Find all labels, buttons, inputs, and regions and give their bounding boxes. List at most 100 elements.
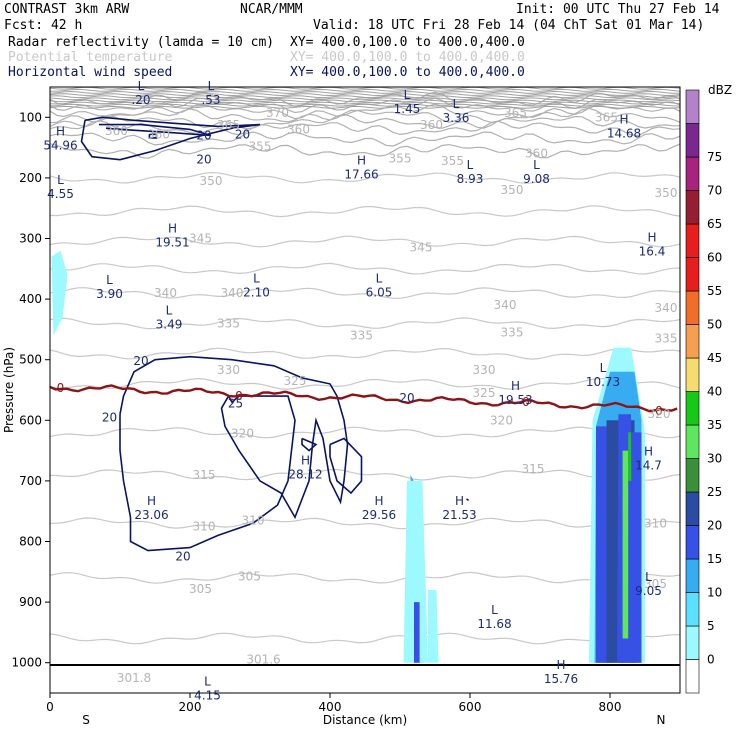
colorbar-cell — [685, 156, 700, 191]
extremum-type: L — [600, 361, 607, 375]
field-reflectivity-xy: XY= 400.0,100.0 to 400.0,400.0 — [290, 35, 525, 50]
theta-isoline-upper — [50, 103, 680, 107]
extremum-value: 1.45 — [394, 102, 421, 116]
extremum-value: 21.53 — [442, 508, 476, 522]
extremum-L: L2.10 — [243, 272, 270, 300]
extremum-type: L — [208, 79, 215, 93]
extremum-type: L — [166, 303, 173, 317]
south-end-label: S — [82, 713, 90, 727]
theta-label: 310 — [242, 513, 265, 527]
wind-label: 20 — [196, 153, 211, 167]
y-tick-label: 100 — [19, 110, 42, 124]
extremum-value: 10.73 — [586, 375, 620, 389]
init-time: Init: 00 UTC Thu 27 Feb 14 — [516, 2, 720, 17]
colorbar-level-label: 30 — [707, 452, 722, 466]
theta-label: 320 — [231, 427, 254, 441]
x-tick-label: 200 — [179, 700, 202, 714]
theta-isoline — [50, 632, 680, 645]
colorbar-level-label: 10 — [707, 586, 722, 600]
theta-isoline — [50, 262, 680, 275]
theta-label: 360 — [525, 147, 548, 161]
colorbar-cell — [685, 290, 700, 325]
colorbar-cell — [685, 659, 700, 694]
extremum-type: H — [168, 221, 177, 235]
extremum-L: L1.45 — [394, 88, 421, 116]
extremum-value: 9.05 — [635, 584, 662, 598]
colorbar-level-label: 40 — [707, 385, 722, 399]
extremum-value: 3.49 — [156, 317, 183, 331]
theta-label: 370 — [266, 106, 289, 120]
extremum-value: 23.06 — [134, 508, 168, 522]
theta-label: 345 — [189, 232, 212, 246]
colorbar-cell — [685, 391, 700, 426]
freezing-level-line: 0 0 0 0 — [50, 381, 678, 418]
extremum-type: H — [374, 494, 383, 508]
colorbar-cell — [685, 592, 700, 627]
theta-label: 320 — [490, 413, 513, 427]
extremum-value: 3.36 — [443, 111, 470, 125]
colorbar-level-label: 0 — [707, 653, 715, 667]
extremum-H: H17.66 — [344, 154, 378, 182]
y-tick-label: 600 — [19, 413, 42, 427]
colorbar-unit: dBZ — [708, 83, 732, 97]
freezing-level-label: 0 — [57, 381, 65, 395]
wind-label: 20 — [196, 128, 211, 142]
extremum-L: L9.05 — [635, 570, 662, 598]
wind-isotach — [119, 355, 349, 552]
extremum-L: L3.90 — [96, 273, 123, 301]
colorbar-cell — [685, 558, 700, 593]
extremum-type: H — [56, 124, 65, 138]
extremum-type: H — [647, 231, 656, 245]
y-tick-label: 700 — [19, 474, 42, 488]
field-theta-xy: XY= 400.0,100.0 to 400.0,400.0 — [290, 50, 525, 65]
colorbar-level-label: 20 — [707, 519, 722, 533]
colorbar-cell — [685, 458, 700, 493]
theta-label: 350 — [501, 183, 524, 197]
theta-label: 360 — [420, 118, 443, 132]
extremum-type: L — [467, 158, 474, 172]
extremum-H: H15.76 — [544, 658, 578, 686]
wind-label: 20 — [235, 127, 250, 141]
extremum-value: 4.55 — [47, 187, 74, 201]
extremum-H: H29.56 — [362, 494, 396, 522]
north-end-label: N — [657, 713, 666, 727]
theta-isoline — [50, 377, 680, 390]
extremum-L: L9.08 — [523, 158, 550, 186]
field-wind-xy: XY= 400.0,100.0 to 400.0,400.0 — [290, 65, 525, 80]
y-axis-label: Pressure (hPa) — [2, 347, 16, 433]
theta-label: 301.6 — [246, 653, 280, 667]
theta-label: 330 — [473, 363, 496, 377]
theta-isoline — [50, 143, 680, 159]
colorbar-level-label: 65 — [707, 217, 722, 231]
reflectivity-colorbar: 0 5 10 15 20 25 30 35 40 45 50 55 60 65 70 75 — [685, 89, 722, 694]
wind-label: 20 — [133, 354, 148, 368]
y-tick-label: 300 — [19, 232, 42, 246]
x-tick-label: 600 — [459, 700, 482, 714]
field-wind-name: Horizontal wind speed — [8, 65, 173, 80]
extremum-H: H23.06 — [134, 494, 168, 522]
forecast-hour: Fcst: 42 h — [4, 18, 83, 33]
theta-label: 360 — [105, 124, 128, 138]
extremum-value: .53 — [201, 93, 220, 107]
extremum-value: 28.12 — [288, 468, 322, 482]
colorbar-cell — [685, 190, 700, 225]
wind-speed-contours — [80, 116, 469, 552]
extremum-type: L — [106, 273, 113, 287]
theta-label: 305 — [644, 577, 667, 591]
extremum-value: 15.76 — [544, 672, 578, 686]
colorbar-level-label: 5 — [707, 619, 715, 633]
extremum-L: L4.15 — [194, 675, 221, 703]
theta-isoline-upper — [50, 97, 680, 101]
theta-label: 330 — [217, 363, 240, 377]
colorbar-cell — [685, 625, 700, 660]
x-axis-label: Distance (km) — [323, 713, 407, 727]
extremum-L: L11.68 — [477, 603, 511, 631]
theta-label: 335 — [655, 331, 678, 345]
theta-isoline — [50, 468, 680, 481]
extremum-type: L — [453, 97, 460, 111]
extremum-value: 6.05 — [366, 286, 393, 300]
freezing-level-label: 0 — [235, 389, 243, 403]
extremum-type: L — [376, 272, 383, 286]
colorbar-cell — [685, 257, 700, 292]
theta-label: 355 — [389, 152, 412, 166]
